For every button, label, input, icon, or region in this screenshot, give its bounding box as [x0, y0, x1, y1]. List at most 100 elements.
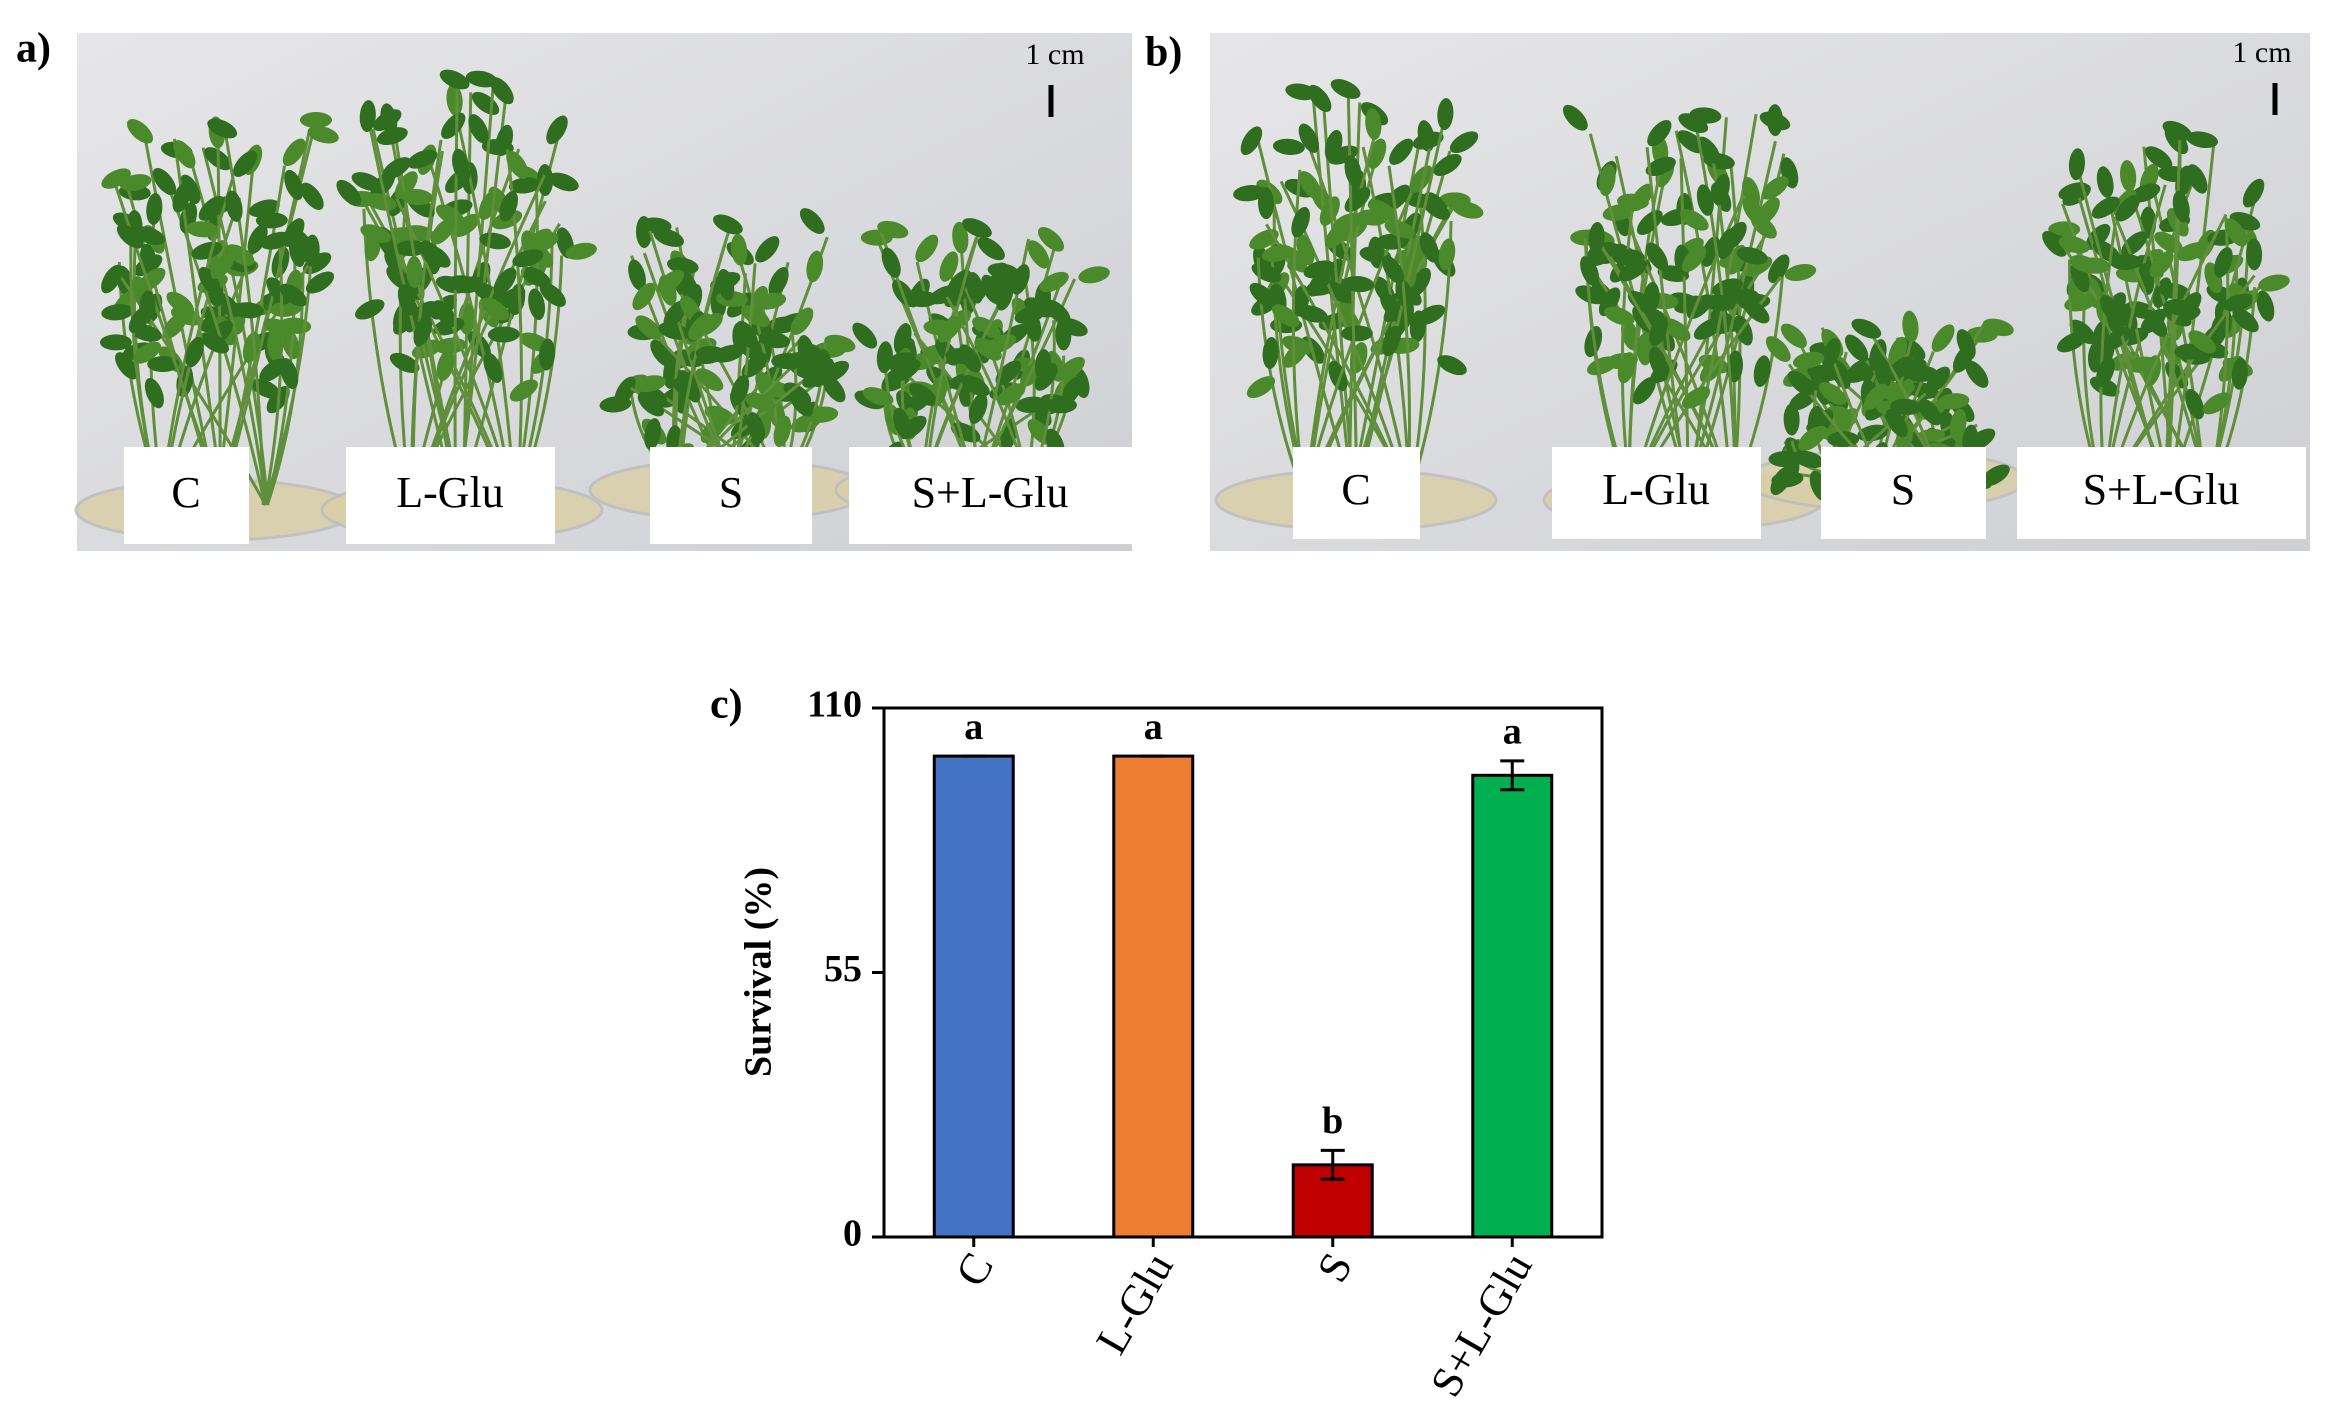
leaf — [1696, 184, 1714, 216]
leaf — [806, 406, 839, 423]
leaf — [441, 112, 466, 139]
leaf — [1307, 84, 1332, 112]
leaf — [1717, 228, 1736, 260]
leaf — [972, 316, 1001, 339]
leaf — [101, 168, 131, 189]
leaf — [754, 292, 787, 310]
leaf — [704, 405, 736, 425]
label-box — [1552, 447, 1761, 539]
leaf — [744, 392, 776, 412]
leaf — [1821, 338, 1841, 369]
leaf — [172, 182, 192, 213]
leaf — [1283, 341, 1308, 368]
leaf — [2099, 295, 2122, 324]
leaf — [1982, 318, 2014, 337]
leaf — [1925, 366, 1951, 393]
leaf — [1649, 346, 1668, 378]
y-tick-label: 110 — [807, 684, 862, 726]
leaf — [1562, 104, 1588, 131]
leaf — [198, 266, 221, 296]
leaf — [599, 396, 632, 413]
leaf — [1768, 254, 1790, 284]
leaf — [1844, 334, 1869, 362]
leaf — [1759, 111, 1791, 131]
leaf — [790, 307, 814, 336]
leaf — [1885, 409, 1908, 438]
plant-stem — [223, 129, 265, 506]
significance-letter: a — [1144, 706, 1163, 748]
leaf — [1857, 424, 1889, 442]
leaf — [635, 215, 652, 248]
group-label: C — [1341, 465, 1370, 514]
label-box — [346, 447, 555, 544]
leaf — [280, 358, 299, 390]
leaf — [663, 300, 687, 329]
leaf — [961, 375, 990, 397]
leaf — [506, 150, 529, 180]
leaf — [305, 271, 335, 294]
leaf — [1842, 364, 1874, 383]
leaf — [2058, 235, 2090, 254]
leaf — [892, 359, 921, 382]
leaf — [395, 240, 428, 257]
leaf — [2103, 326, 2131, 351]
leaf — [2256, 290, 2275, 322]
leaf — [389, 352, 420, 373]
leaf — [2202, 392, 2231, 415]
leaf — [539, 282, 566, 307]
leaf — [1965, 360, 1989, 388]
leaf — [2176, 242, 2207, 262]
leaf — [1771, 471, 1804, 488]
leaf — [1902, 310, 1919, 343]
leaf — [232, 302, 265, 319]
leaf — [1890, 398, 1923, 415]
leaf — [1325, 281, 1355, 304]
leaf — [1296, 234, 1315, 266]
leaf — [1618, 259, 1648, 282]
leaf — [2096, 166, 2114, 198]
leaf — [282, 138, 306, 167]
leaf — [1931, 324, 1955, 352]
leaf — [512, 249, 544, 268]
leaf — [2115, 195, 2140, 222]
leaf — [452, 213, 480, 238]
leaf — [1344, 155, 1362, 187]
leaf — [1918, 398, 1942, 426]
leaf — [465, 70, 498, 88]
leaf — [1057, 356, 1085, 381]
significance-letter: b — [1322, 1100, 1343, 1142]
leaf — [1324, 221, 1350, 249]
leaf — [2119, 159, 2137, 192]
leaf — [101, 264, 123, 294]
leaf — [493, 267, 517, 296]
leaf — [2232, 308, 2259, 333]
leaf — [255, 212, 288, 229]
leaf — [162, 312, 188, 339]
leaf — [1632, 377, 1656, 405]
leaf — [307, 125, 339, 144]
leaf — [468, 114, 489, 144]
leaf — [1389, 138, 1414, 165]
leaf — [717, 268, 735, 301]
leaf — [2092, 240, 2121, 263]
leaf — [1324, 129, 1343, 162]
leaf — [247, 224, 268, 254]
leaf — [1044, 299, 1071, 324]
leaf — [736, 320, 759, 350]
leaf — [1818, 382, 1847, 405]
leaf — [1662, 318, 1691, 342]
x-tick-label: L-Glu — [1086, 1245, 1182, 1363]
leaf — [1409, 267, 1431, 297]
leaf — [1240, 126, 1263, 156]
bar — [932, 754, 1015, 1239]
leaf — [382, 157, 411, 180]
leaf — [1433, 153, 1462, 176]
leaf — [1452, 201, 1484, 219]
leaf — [695, 368, 724, 392]
leaf — [152, 168, 177, 196]
leaf — [2096, 356, 2115, 388]
leaf — [126, 119, 154, 144]
leaf — [565, 242, 597, 260]
leaf — [730, 233, 748, 266]
